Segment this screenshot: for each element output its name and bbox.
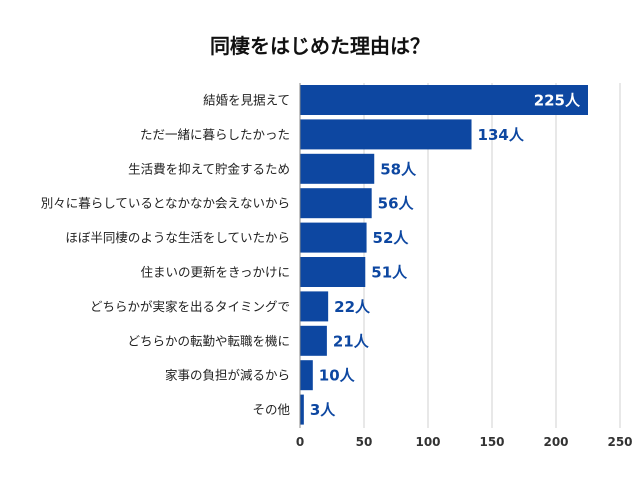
bar xyxy=(300,291,329,322)
category-label: ほぼ半同棲のような生活をしていたから xyxy=(65,230,290,245)
bar xyxy=(300,222,367,253)
category-label: 家事の負担が減るから xyxy=(165,368,290,383)
data-label: 21人 xyxy=(333,332,370,350)
category-label: 生活費を抑えて貯金するため xyxy=(128,161,290,176)
data-label: 52人 xyxy=(373,229,410,247)
category-label: 結婚を見据えて xyxy=(203,93,290,108)
bar xyxy=(300,325,327,356)
data-label: 51人 xyxy=(371,264,408,282)
category-label: 住まいの更新をきっかけに xyxy=(140,265,290,280)
category-label: ただ一緒に暮らしたかった xyxy=(140,127,290,142)
chart-title: 同棲をはじめた理由は？ xyxy=(210,34,430,58)
x-tick-label: 200 xyxy=(543,435,568,449)
bar xyxy=(300,119,472,150)
category-label: その他 xyxy=(252,402,290,417)
x-tick-label: 0 xyxy=(296,435,304,449)
data-label: 22人 xyxy=(334,298,371,316)
category-label: どちらかが実家を出るタイミングで xyxy=(90,299,290,314)
bar xyxy=(300,360,313,391)
category-label: どちらかの転勤や転職を機に xyxy=(127,333,290,348)
data-label: 3人 xyxy=(310,401,336,419)
bar xyxy=(300,153,375,184)
bar xyxy=(300,257,366,287)
data-label: 56人 xyxy=(378,195,415,213)
x-tick-label: 150 xyxy=(479,435,504,449)
x-tick-label: 100 xyxy=(415,435,440,449)
bar xyxy=(300,188,372,219)
data-label: 58人 xyxy=(380,160,417,178)
bar xyxy=(300,394,304,425)
x-tick-label: 250 xyxy=(607,435,632,449)
category-label: 別々に暮らしているとなかなか会えないから xyxy=(41,196,290,211)
data-label: 10人 xyxy=(319,367,356,385)
data-label: 225人 xyxy=(534,92,581,110)
data-label: 134人 xyxy=(478,126,525,144)
bar xyxy=(300,85,588,115)
x-tick-label: 50 xyxy=(356,435,373,449)
